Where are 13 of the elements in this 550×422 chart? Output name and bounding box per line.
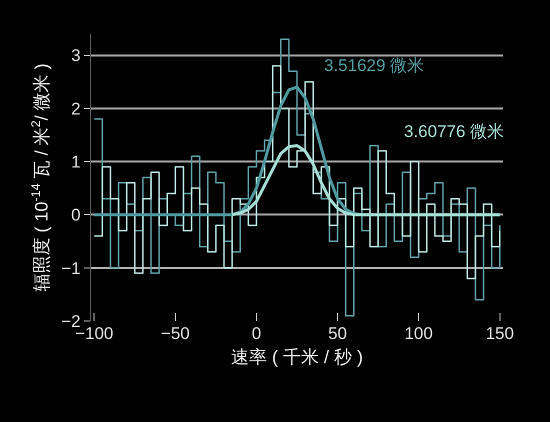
annotation: 3.51629 微米 xyxy=(324,56,424,75)
x-axis-title: 速率 ( 千米 / 秒 ) xyxy=(231,347,363,368)
x-tick-label: −50 xyxy=(160,324,190,343)
x-tick-label: 150 xyxy=(486,324,514,343)
y-tick-label: −1 xyxy=(61,258,81,278)
y-tick-label: 3 xyxy=(71,46,81,66)
y-tick-label: 2 xyxy=(71,99,81,118)
y-tick-label: 1 xyxy=(71,152,81,172)
y-tick-label: 0 xyxy=(71,206,81,225)
x-tick-label: 0 xyxy=(252,324,262,343)
x-tick-label: 100 xyxy=(404,324,433,343)
annotation: 3.60776 微米 xyxy=(404,122,504,141)
x-tick-label: 50 xyxy=(328,324,348,343)
